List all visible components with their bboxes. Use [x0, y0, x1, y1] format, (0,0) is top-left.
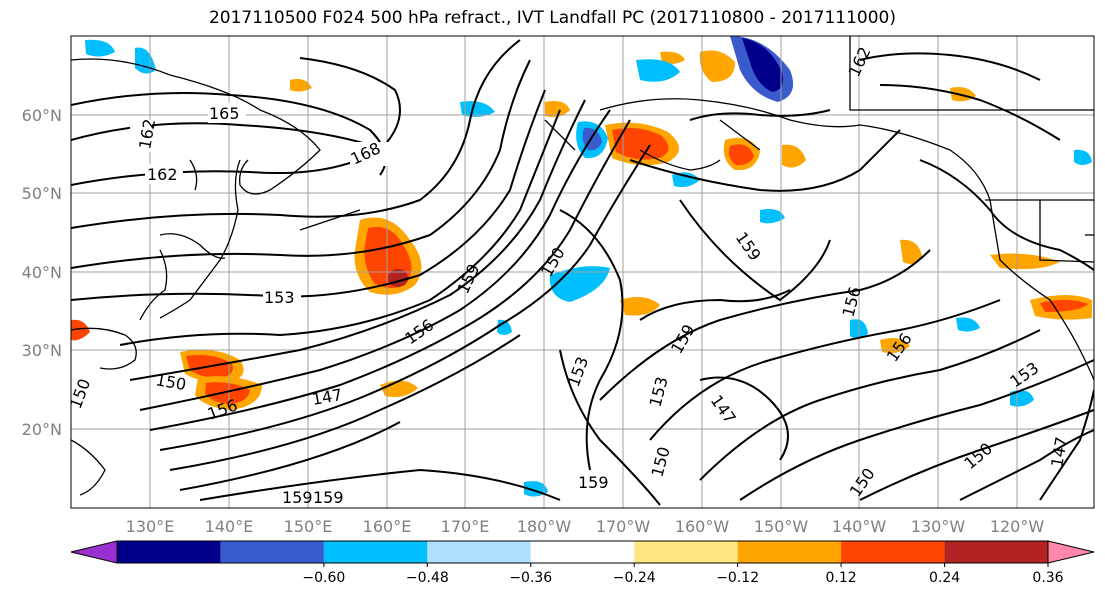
- colorbar-bin: [117, 541, 221, 563]
- colorbar-tick-label: −0.60: [302, 570, 345, 586]
- colorbar-max-arrow: [1047, 540, 1095, 564]
- colorbar-bin: [634, 541, 738, 563]
- longitude-label: 140°E: [205, 517, 254, 536]
- latitude-label: 20°N: [22, 420, 62, 439]
- latitude-label: 60°N: [22, 106, 62, 125]
- longitude-label: 120°W: [990, 517, 1045, 536]
- longitude-label: 140°W: [832, 517, 887, 536]
- contour-label: 159: [313, 488, 344, 507]
- latitude-label: 50°N: [22, 184, 62, 203]
- longitude-label: 150°W: [754, 517, 809, 536]
- longitude-label: 150°E: [284, 517, 333, 536]
- colorbar-tick-label: −0.36: [509, 570, 552, 586]
- colorbar-tick-label: 0.12: [826, 570, 857, 586]
- contour-label: 162: [147, 165, 178, 184]
- longitude-label: 130°E: [126, 517, 175, 536]
- graticule: [71, 36, 1094, 508]
- colorbar-tick-label: 0.24: [929, 570, 960, 586]
- contour-labels: 165 162 162 168 153 159 150 156 150 147 …: [71, 44, 1071, 507]
- colorbar-bin: [220, 541, 324, 563]
- latitude-labels: 60°N 50°N 40°N 30°N 20°N: [22, 106, 62, 439]
- longitude-label: 170°E: [441, 517, 490, 536]
- map-title: 2017110500 F024 500 hPa refract., IVT La…: [208, 8, 896, 28]
- latitude-label: 40°N: [22, 263, 62, 282]
- longitude-label: 130°W: [911, 517, 966, 536]
- longitude-labels: 130°E 140°E 150°E 160°E 170°E 180°W 170°W 160°W…: [126, 517, 1045, 536]
- contour-label: 165: [209, 104, 240, 123]
- colorbar: −0.60−0.48−0.36−0.24−0.120.120.240.360.4…: [70, 540, 1095, 586]
- coastlines: [71, 36, 1094, 496]
- colorbar-tick-label: −0.24: [613, 570, 656, 586]
- colorbar-bin: [737, 541, 842, 563]
- colorbar-bin: [944, 541, 1048, 563]
- colorbar-tick-label: −0.48: [406, 570, 449, 586]
- colorbar-bin: [427, 541, 531, 563]
- contour-label: 159: [282, 488, 313, 507]
- longitude-label: 160°W: [675, 517, 730, 536]
- colorbar-min-arrow: [70, 540, 118, 564]
- contour-label: 153: [264, 288, 295, 307]
- colorbar-bin: [530, 541, 635, 563]
- colorbar-bin: [841, 541, 945, 563]
- longitude-label: 160°E: [363, 517, 412, 536]
- colorbar-tick-label: −0.12: [716, 570, 759, 586]
- latitude-label: 30°N: [22, 341, 62, 360]
- longitude-label: 170°W: [596, 517, 651, 536]
- colorbar-tick-label: 0.36: [1032, 570, 1063, 586]
- longitude-label: 180°W: [517, 517, 572, 536]
- contour-label: 159: [578, 473, 609, 492]
- colorbar-bin: [323, 541, 428, 563]
